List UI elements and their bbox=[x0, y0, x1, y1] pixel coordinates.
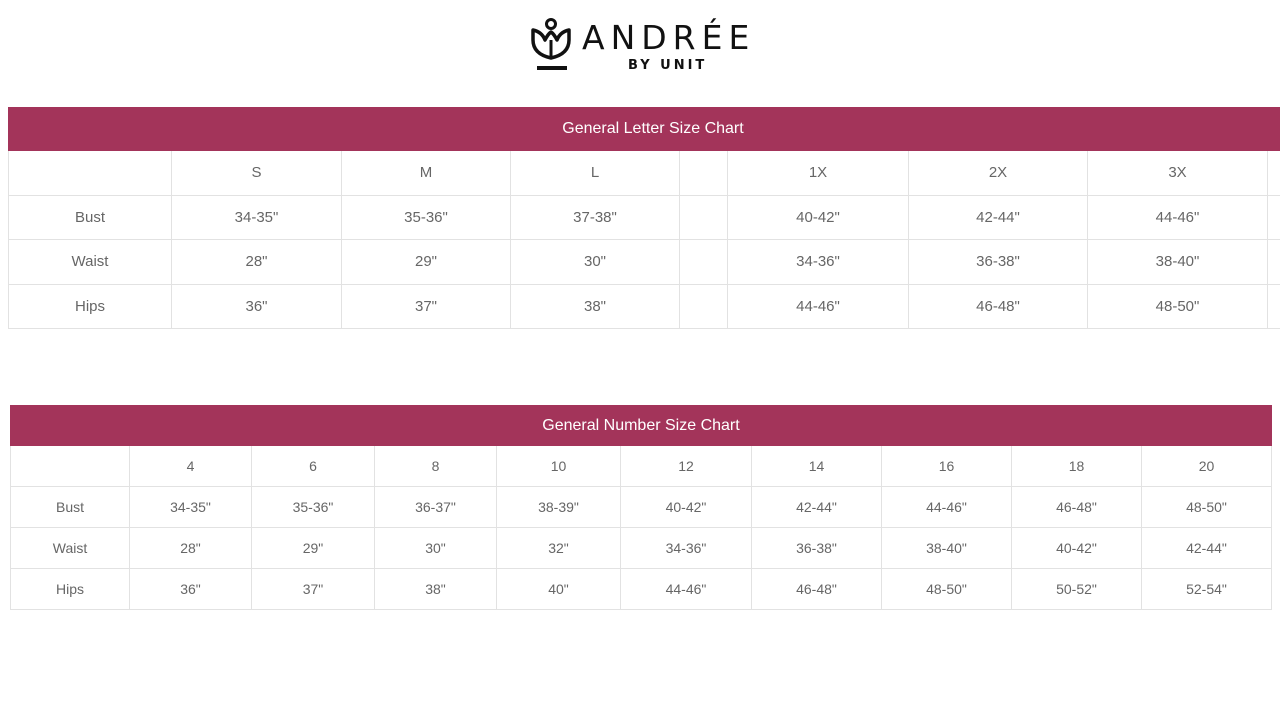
size-cell: 40-42" bbox=[1012, 528, 1142, 569]
size-cell: 46-48" bbox=[909, 284, 1088, 329]
row-label: Bust bbox=[8, 195, 172, 240]
column-header: 12 bbox=[621, 446, 752, 487]
column-header: S bbox=[172, 151, 342, 196]
size-cell: 40" bbox=[497, 569, 621, 610]
size-cell: 44-46" bbox=[1088, 195, 1268, 240]
row-label: Bust bbox=[10, 487, 130, 528]
brand-logo: ANDRÉE BY UNIT bbox=[530, 18, 760, 76]
size-cell: 36-38" bbox=[752, 528, 882, 569]
size-cell: 36" bbox=[130, 569, 252, 610]
size-cell: 42-44" bbox=[1142, 528, 1272, 569]
size-cell: 28" bbox=[130, 528, 252, 569]
size-cell: 34-35" bbox=[130, 487, 252, 528]
size-cell bbox=[680, 240, 728, 285]
column-header: 4 bbox=[130, 446, 252, 487]
column-header bbox=[1268, 151, 1280, 196]
column-header: 1X bbox=[728, 151, 909, 196]
column-header bbox=[680, 151, 728, 196]
size-cell: 34-36" bbox=[728, 240, 909, 285]
size-cell: 32" bbox=[497, 528, 621, 569]
row-label: Hips bbox=[8, 284, 172, 329]
size-cell: 38" bbox=[511, 284, 680, 329]
size-cell bbox=[1268, 196, 1280, 240]
column-header: M bbox=[342, 151, 511, 196]
size-cell: 36-37" bbox=[375, 487, 497, 528]
size-cell: 42-44" bbox=[752, 487, 882, 528]
size-cell: 38" bbox=[375, 569, 497, 610]
size-cell: 37-38" bbox=[511, 195, 680, 240]
size-cell: 34-36" bbox=[621, 528, 752, 569]
size-cell: 30" bbox=[375, 528, 497, 569]
size-cell: 38-40" bbox=[1088, 240, 1268, 285]
number-size-chart: General Number Size Chart 4 6 8 10 12 14 16 18 2… bbox=[10, 405, 1272, 611]
size-cell: 50-52" bbox=[1012, 569, 1142, 610]
row-label: Waist bbox=[10, 528, 130, 569]
size-cell: 44-46" bbox=[621, 569, 752, 610]
row-label: Waist bbox=[8, 240, 172, 285]
size-cell: 48-50" bbox=[1142, 487, 1272, 528]
row-label: Hips bbox=[10, 569, 130, 610]
brand-name: ANDRÉE bbox=[582, 18, 756, 57]
size-cell: 30" bbox=[511, 240, 680, 285]
size-cell: 42-44" bbox=[909, 195, 1088, 240]
column-header: 18 bbox=[1012, 446, 1142, 487]
size-cell: 48-50" bbox=[882, 569, 1012, 610]
letter-chart-title: General Letter Size Chart bbox=[8, 107, 1280, 151]
size-cell: 44-46" bbox=[882, 487, 1012, 528]
size-cell bbox=[1268, 285, 1280, 329]
size-cell: 34-35" bbox=[172, 195, 342, 240]
size-cell bbox=[680, 284, 728, 329]
size-cell: 35-36" bbox=[342, 195, 511, 240]
column-header: 6 bbox=[252, 446, 375, 487]
size-cell: 28" bbox=[172, 240, 342, 285]
column-header bbox=[8, 151, 172, 196]
column-header: 16 bbox=[882, 446, 1012, 487]
size-cell: 37" bbox=[342, 284, 511, 329]
column-header: 14 bbox=[752, 446, 882, 487]
size-cell bbox=[680, 195, 728, 240]
column-header: 20 bbox=[1142, 446, 1272, 487]
size-cell: 38-40" bbox=[882, 528, 1012, 569]
column-header: 3X bbox=[1088, 151, 1268, 196]
size-cell: 52-54" bbox=[1142, 569, 1272, 610]
size-cell bbox=[1268, 240, 1280, 285]
tulip-logo-icon bbox=[531, 18, 571, 70]
size-cell: 29" bbox=[342, 240, 511, 285]
column-header: 8 bbox=[375, 446, 497, 487]
number-chart-title: General Number Size Chart bbox=[10, 405, 1272, 446]
size-cell: 35-36" bbox=[252, 487, 375, 528]
size-cell: 46-48" bbox=[752, 569, 882, 610]
column-header: 2X bbox=[909, 151, 1088, 196]
column-header: 10 bbox=[497, 446, 621, 487]
brand-tagline: BY UNIT bbox=[628, 58, 708, 73]
column-header bbox=[10, 446, 130, 487]
size-cell: 40-42" bbox=[728, 195, 909, 240]
size-cell: 38-39" bbox=[497, 487, 621, 528]
size-cell: 29" bbox=[252, 528, 375, 569]
column-header: L bbox=[511, 151, 680, 196]
size-cell: 37" bbox=[252, 569, 375, 610]
size-cell: 46-48" bbox=[1012, 487, 1142, 528]
size-cell: 44-46" bbox=[728, 284, 909, 329]
letter-size-chart: General Letter Size Chart S M L 1X 2X 3X Bust 3… bbox=[8, 107, 1280, 329]
size-cell: 36" bbox=[172, 284, 342, 329]
size-cell: 36-38" bbox=[909, 240, 1088, 285]
size-cell: 48-50" bbox=[1088, 284, 1268, 329]
size-cell: 40-42" bbox=[621, 487, 752, 528]
